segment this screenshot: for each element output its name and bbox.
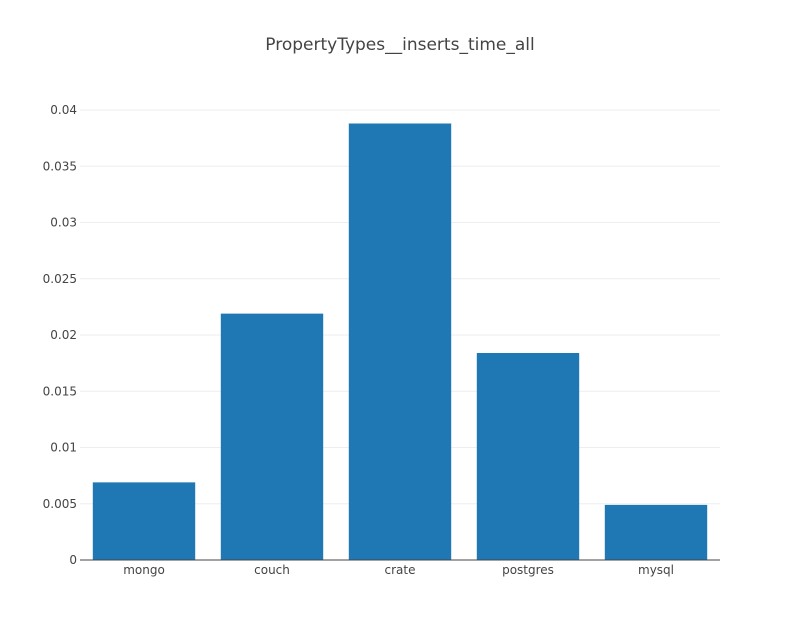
bar-couch[interactable] — [220, 313, 324, 560]
x-tick-label: mongo — [123, 563, 165, 577]
y-axis-ticks: 0 0.005 0.01 0.015 0.02 0.025 0.03 0.035 0.04 — [43, 103, 77, 567]
y-tick-label: 0.025 — [43, 272, 77, 286]
y-tick-label: 0.005 — [43, 497, 77, 511]
y-tick-label: 0.04 — [50, 103, 77, 117]
chart-title: PropertyTypes__inserts_time_all — [265, 35, 534, 55]
bar-mongo[interactable] — [92, 482, 196, 560]
y-tick-label: 0 — [69, 553, 77, 567]
x-tick-label: crate — [385, 563, 416, 577]
y-tick-label: 0.03 — [50, 216, 77, 230]
y-tick-label: 0.01 — [50, 441, 77, 455]
y-tick-label: 0.035 — [43, 159, 77, 173]
x-tick-label: postgres — [502, 563, 554, 577]
x-tick-label: mysql — [638, 563, 674, 577]
bar-mysql[interactable] — [604, 504, 708, 560]
y-tick-label: 0.02 — [50, 328, 77, 342]
y-tick-label: 0.015 — [43, 384, 77, 398]
bars — [92, 123, 708, 561]
x-tick-label: couch — [254, 563, 290, 577]
bar-crate[interactable] — [348, 123, 452, 561]
x-axis-ticks: mongo couch crate postgres mysql — [123, 563, 674, 577]
bar-postgres[interactable] — [476, 353, 580, 560]
